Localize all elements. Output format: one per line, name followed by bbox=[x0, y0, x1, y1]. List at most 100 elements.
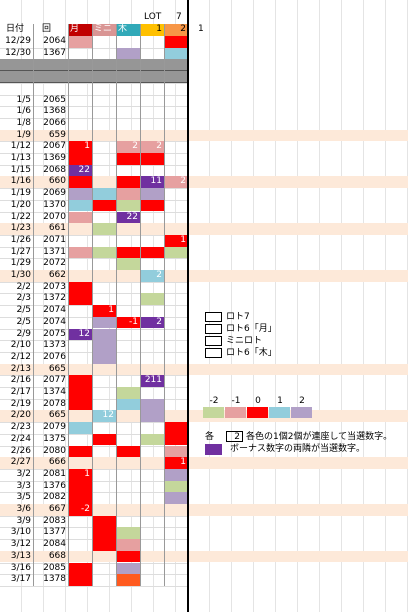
legend-label: ロト6「月」 bbox=[226, 324, 277, 334]
date: 2/16 bbox=[10, 375, 31, 386]
draw-number: 2074 bbox=[43, 316, 66, 327]
draw-number: 2081 bbox=[43, 468, 66, 479]
draw-number: 2073 bbox=[43, 281, 66, 292]
row-line bbox=[0, 422, 188, 424]
draw-number: 661 bbox=[48, 223, 66, 234]
cell bbox=[165, 36, 188, 48]
highlight-row bbox=[0, 176, 408, 189]
cell bbox=[117, 562, 140, 575]
cell bbox=[93, 340, 116, 352]
row-line bbox=[0, 574, 188, 576]
legend-box bbox=[205, 312, 222, 322]
date: 2/23 bbox=[10, 422, 31, 433]
cell bbox=[141, 410, 164, 423]
date: 3/13 bbox=[10, 550, 31, 561]
cell bbox=[69, 153, 92, 165]
date: 2/26 bbox=[10, 445, 31, 456]
draw-number: 665 bbox=[48, 363, 66, 374]
cell bbox=[69, 445, 92, 458]
cell bbox=[141, 188, 164, 200]
date: 2/9 bbox=[16, 328, 31, 339]
draw-number: 2070 bbox=[43, 211, 66, 222]
date: 2/5 bbox=[16, 316, 31, 327]
date: 2/10 bbox=[10, 340, 31, 351]
date: 1/16 bbox=[10, 176, 31, 187]
scale-swatch bbox=[269, 407, 290, 418]
draw-number: 2066 bbox=[43, 117, 66, 128]
cell bbox=[117, 258, 140, 270]
draw-number: 1378 bbox=[43, 574, 66, 585]
cell: 2 bbox=[141, 270, 164, 282]
gray-row bbox=[0, 59, 188, 72]
header-col: 2 bbox=[164, 24, 188, 36]
row-line bbox=[0, 562, 188, 564]
scale-label: 2 bbox=[299, 396, 305, 406]
col-line bbox=[68, 24, 69, 586]
date: 2/3 bbox=[16, 293, 31, 304]
cell: 2 bbox=[117, 141, 140, 153]
scale-swatch bbox=[225, 407, 246, 418]
draw-number: 662 bbox=[48, 270, 66, 280]
highlight-row bbox=[0, 504, 408, 516]
cell: 1 bbox=[69, 468, 92, 481]
cell: 11 bbox=[141, 176, 164, 189]
date: 1/12 bbox=[10, 141, 31, 152]
row-line bbox=[0, 585, 188, 587]
col-line bbox=[164, 24, 165, 586]
cell bbox=[69, 562, 92, 575]
cell bbox=[117, 188, 140, 200]
gray-row bbox=[0, 71, 188, 83]
date: 1/23 bbox=[10, 223, 31, 234]
cell bbox=[93, 515, 116, 528]
cell bbox=[93, 223, 116, 235]
draw-number: 1372 bbox=[43, 293, 66, 304]
cell bbox=[165, 468, 188, 481]
row-line bbox=[0, 468, 188, 470]
draw-number: 2067 bbox=[43, 141, 66, 152]
cell: 2 bbox=[165, 176, 188, 189]
date: 3/12 bbox=[10, 539, 31, 550]
draw-number: 1376 bbox=[43, 480, 66, 491]
draw-number: 2080 bbox=[43, 445, 66, 456]
draw-number: 1369 bbox=[43, 153, 66, 163]
col-line bbox=[92, 24, 93, 586]
date: 1/8 bbox=[16, 117, 31, 128]
cell: 1 bbox=[165, 457, 188, 469]
highlight-row bbox=[0, 457, 408, 469]
date: 3/9 bbox=[16, 515, 31, 526]
draw-number: 665 bbox=[48, 410, 66, 421]
date: 3/10 bbox=[10, 527, 31, 538]
draw-number: 667 bbox=[48, 504, 66, 514]
header-date: 日付 bbox=[6, 24, 25, 34]
date: 2/12 bbox=[10, 351, 31, 362]
date: 1/29 bbox=[10, 258, 31, 269]
header-seven: 7 bbox=[176, 12, 182, 22]
draw-number: 2085 bbox=[43, 562, 66, 573]
row-line bbox=[0, 480, 188, 482]
cell bbox=[117, 574, 140, 586]
date: 12/29 bbox=[5, 36, 31, 46]
highlight-row bbox=[0, 270, 408, 282]
draw-number: 2074 bbox=[43, 305, 66, 316]
col-line bbox=[116, 24, 117, 586]
date: 1/6 bbox=[16, 106, 31, 117]
cell bbox=[93, 188, 116, 200]
cell bbox=[69, 398, 92, 411]
cell bbox=[141, 433, 164, 446]
cell: 1 bbox=[165, 234, 188, 247]
date: 12/30 bbox=[5, 47, 31, 58]
date: 2/2 bbox=[16, 281, 31, 292]
header-col: 1 bbox=[140, 24, 164, 36]
cell: 1 bbox=[93, 305, 116, 317]
header-col: 木 bbox=[116, 24, 140, 36]
cell bbox=[69, 480, 92, 493]
date: 1/15 bbox=[10, 164, 31, 175]
date: 3/17 bbox=[10, 574, 31, 585]
cell bbox=[93, 351, 116, 364]
cell: -2 bbox=[69, 504, 92, 516]
cell bbox=[93, 539, 116, 551]
cell: 1 bbox=[69, 141, 92, 153]
draw-number: 2065 bbox=[43, 94, 66, 105]
cell: 12 bbox=[69, 328, 92, 341]
